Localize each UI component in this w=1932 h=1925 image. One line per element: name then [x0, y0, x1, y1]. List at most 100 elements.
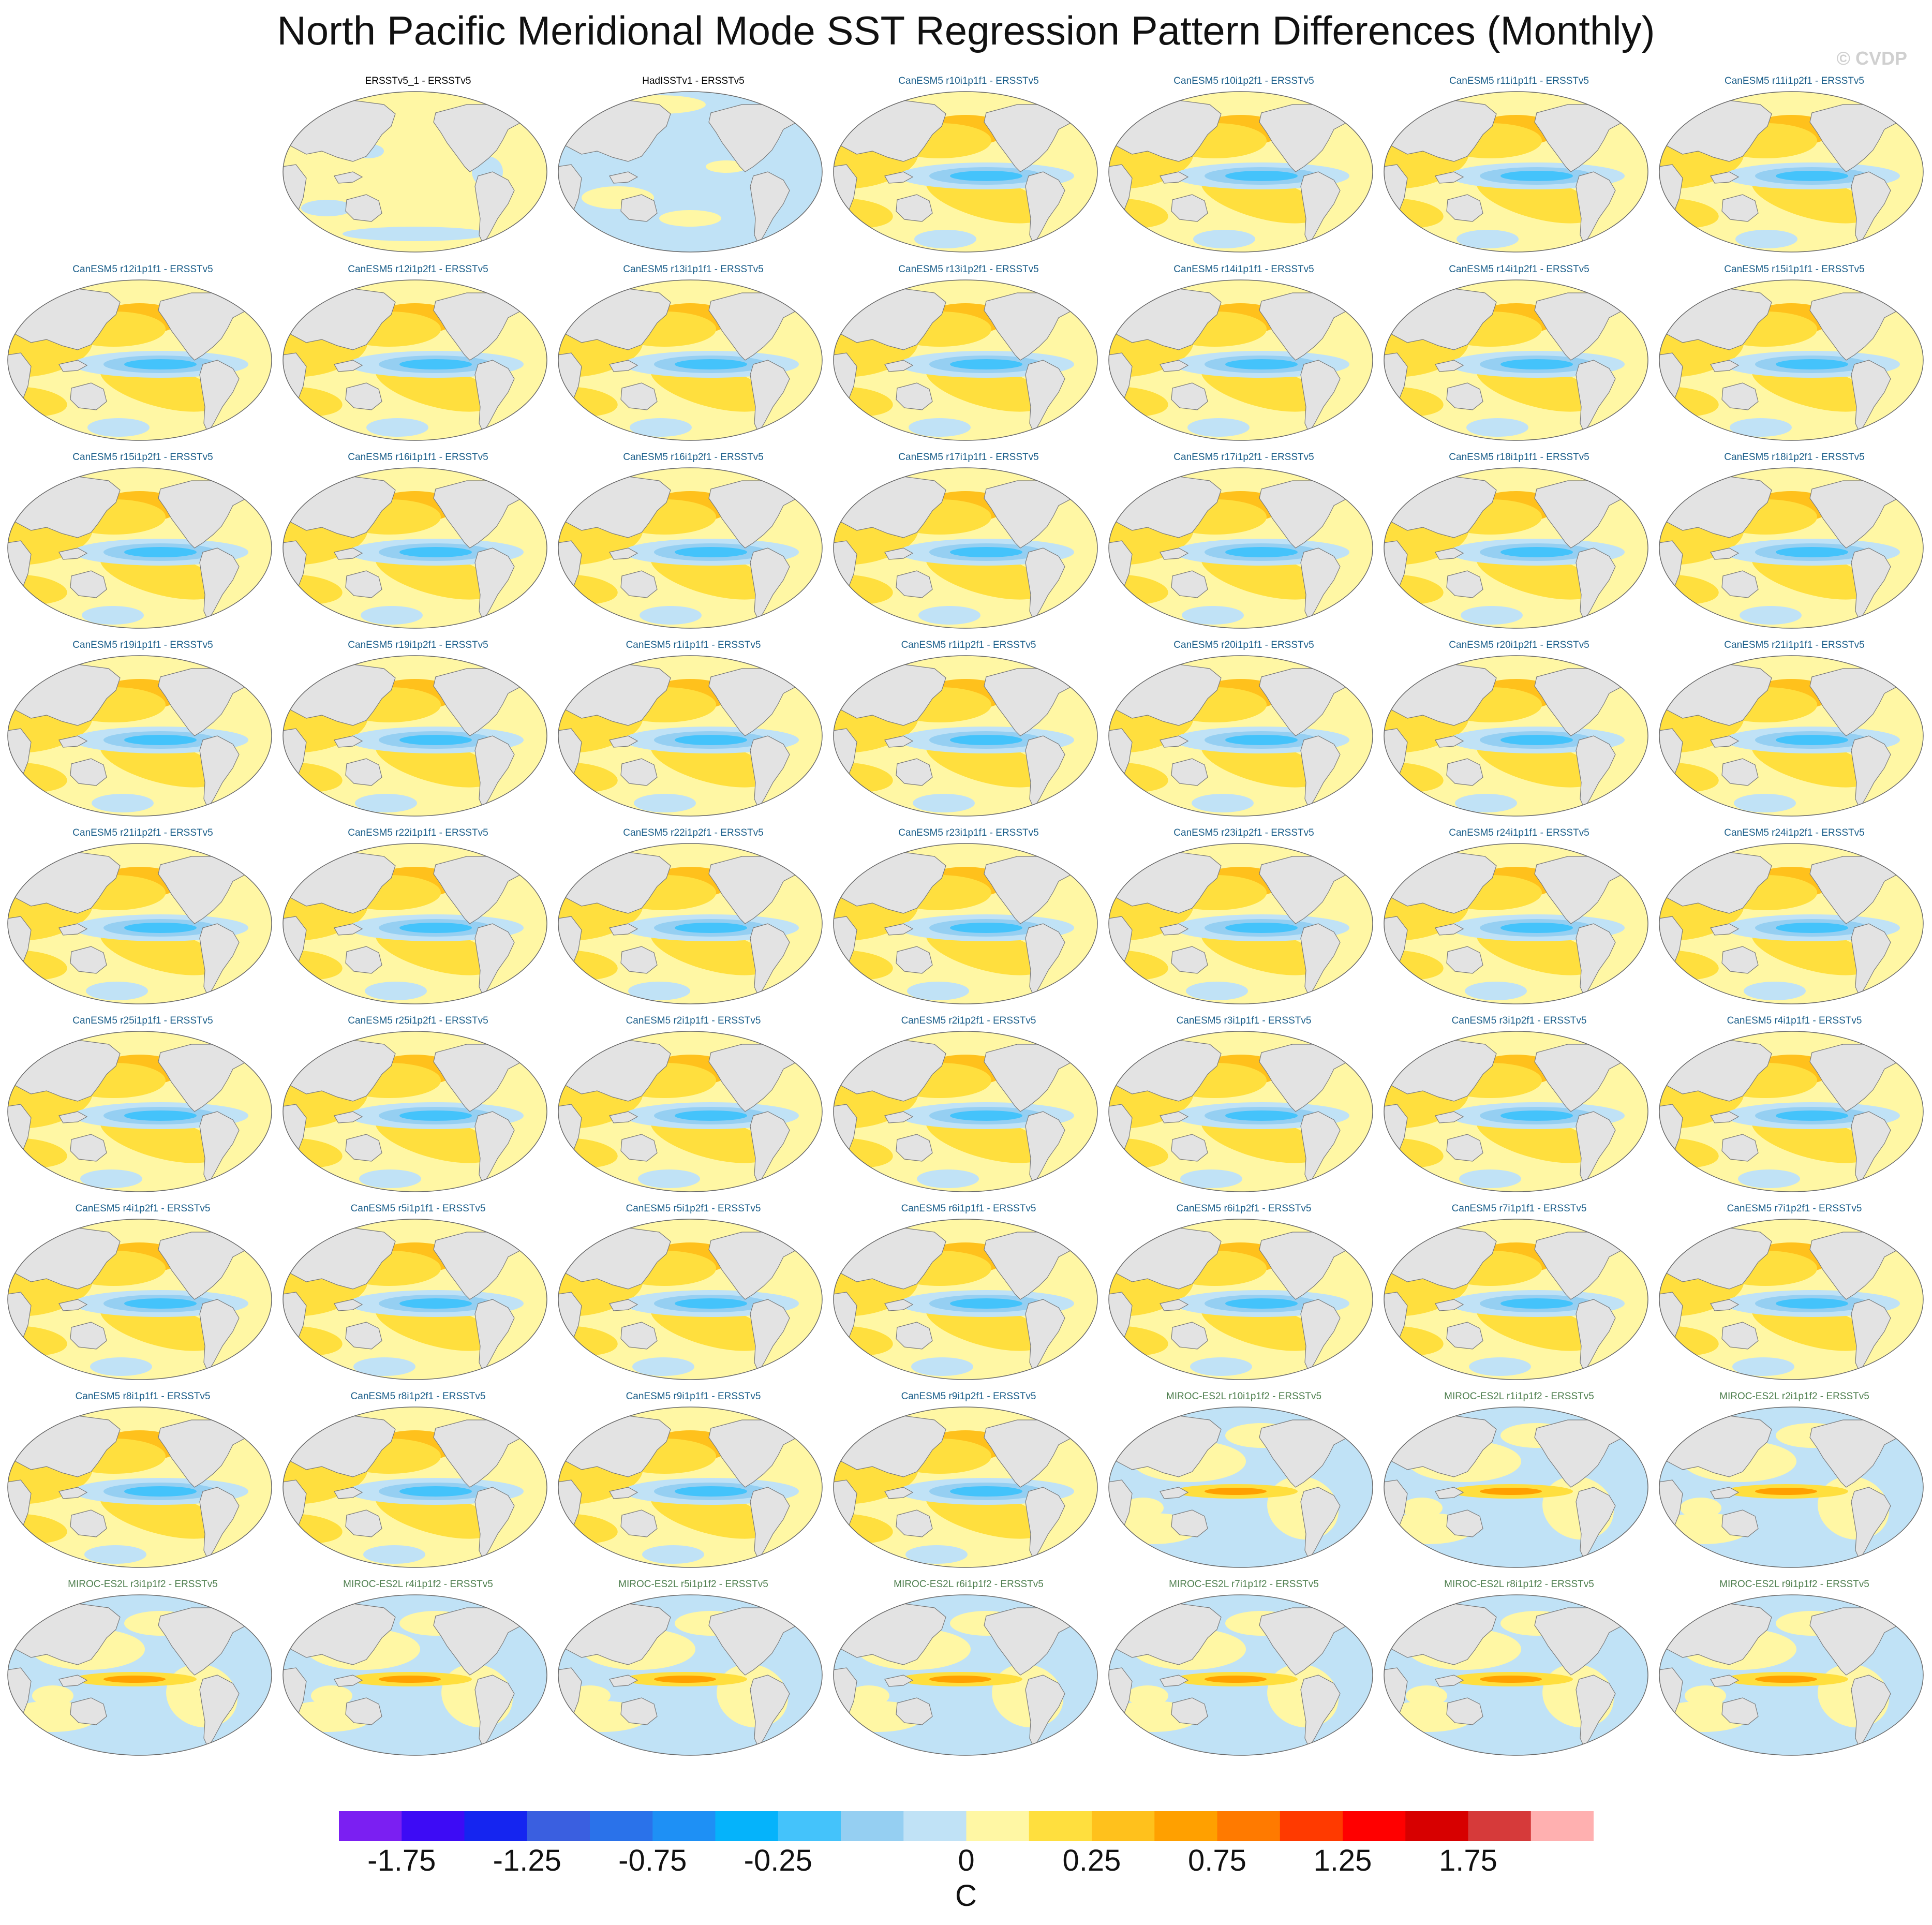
panel-title: CanESM5 r9i1p1f1 - ERSSTv5 — [626, 1391, 761, 1402]
land-mass — [1435, 1299, 1464, 1311]
anomaly-region — [1734, 794, 1796, 812]
anomaly-region — [124, 1298, 197, 1309]
sst-map — [833, 1031, 1098, 1192]
map-panel: CanESM5 r8i1p1f1 - ERSSTv5 — [5, 1391, 280, 1577]
map-panel: MIROC-ES2L r10i1p1f2 - ERSSTv5 — [1106, 1391, 1381, 1577]
land-mass — [1710, 171, 1740, 184]
land-mass — [1435, 171, 1464, 184]
panel-title: CanESM5 r25i1p2f1 - ERSSTv5 — [348, 1015, 488, 1026]
land-mass — [1109, 352, 1133, 414]
sst-map — [7, 843, 272, 1004]
anomaly-region — [379, 1676, 441, 1683]
colorbar — [339, 1811, 1594, 1841]
land-mass — [750, 547, 790, 621]
land-mass — [199, 1487, 240, 1561]
map-border — [1384, 1031, 1648, 1192]
land-mass — [834, 164, 857, 226]
land-mass — [1613, 848, 1641, 868]
anomaly-region — [1500, 547, 1573, 557]
panel-title: MIROC-ES2L r2i1p1f2 - ERSSTv5 — [1719, 1391, 1869, 1402]
map-border — [283, 1219, 547, 1380]
anomaly-region — [1459, 1169, 1521, 1188]
map-border — [7, 1031, 272, 1192]
colorbar-segment — [966, 1811, 1030, 1841]
anomaly-region — [363, 1545, 425, 1564]
map-panel: CanESM5 r9i1p1f1 - ERSSTv5 — [556, 1391, 831, 1577]
sst-map — [558, 1406, 823, 1568]
land-mass — [884, 735, 914, 748]
land-mass — [345, 1697, 382, 1725]
land-mass — [1109, 1104, 1133, 1165]
map-panel: CanESM5 r5i1p1f1 - ERSSTv5 — [280, 1203, 556, 1389]
map-border — [833, 1219, 1098, 1380]
land-mass — [474, 547, 515, 621]
sst-map — [558, 843, 823, 1004]
land-mass — [750, 735, 790, 809]
map-border — [283, 279, 547, 441]
anomaly-region — [634, 794, 696, 812]
anomaly-region — [848, 1685, 889, 1706]
anomaly-region — [675, 547, 747, 557]
panel-title: CanESM5 r15i1p2f1 - ERSSTv5 — [72, 452, 213, 463]
sst-map — [1108, 91, 1373, 253]
colorbar-tick-label: -1.25 — [493, 1844, 561, 1877]
sst-map — [558, 655, 823, 817]
anomaly-region — [1776, 1110, 1848, 1121]
anomaly-region — [654, 1676, 716, 1683]
map-panel: CanESM5 r10i1p2f1 - ERSSTv5 — [1106, 76, 1381, 262]
sst-map — [558, 91, 823, 253]
land-mass — [58, 923, 88, 936]
sst-map — [558, 1031, 823, 1192]
map-panel: CanESM5 r3i1p2f1 - ERSSTv5 — [1381, 1015, 1657, 1202]
anomaly-region — [632, 1357, 694, 1376]
anomaly-region — [32, 1685, 73, 1706]
land-mass — [1435, 1111, 1464, 1123]
land-mass — [787, 284, 815, 305]
sst-map — [7, 279, 272, 441]
map-panel: CanESM5 r8i1p2f1 - ERSSTv5 — [280, 1391, 556, 1577]
map-border — [7, 655, 272, 817]
land-mass — [1062, 1035, 1090, 1056]
anomaly-region — [1461, 606, 1523, 625]
land-mass — [1337, 1411, 1365, 1432]
map-panel: CanESM5 r16i1p1f1 - ERSSTv5 — [280, 452, 556, 638]
land-mass — [283, 916, 307, 978]
sst-map — [558, 1219, 823, 1380]
anomaly-region — [918, 606, 980, 625]
panel-title: CanESM5 r14i1p2f1 - ERSSTv5 — [1449, 264, 1589, 275]
anomaly-region — [1466, 418, 1528, 437]
land-mass — [1062, 96, 1090, 116]
land-mass — [620, 1697, 658, 1725]
land-mass — [884, 1299, 914, 1311]
land-mass — [1109, 1667, 1133, 1729]
land-mass — [1025, 1299, 1065, 1373]
land-mass — [474, 735, 515, 809]
watermark: © CVDP — [1836, 48, 1907, 69]
map-border — [1384, 655, 1648, 817]
sst-map — [558, 1594, 823, 1756]
sst-map — [7, 1219, 272, 1380]
land-mass — [1160, 735, 1189, 748]
panel-title: CanESM5 r9i1p2f1 - ERSSTv5 — [901, 1391, 1036, 1402]
land-mass — [345, 1322, 382, 1350]
land-mass — [1337, 1599, 1365, 1620]
anomaly-region — [82, 606, 144, 625]
panel-title: CanESM5 r4i1p2f1 - ERSSTv5 — [75, 1203, 211, 1214]
land-mass — [199, 1299, 240, 1373]
anomaly-region — [1500, 171, 1573, 181]
panel-title: CanESM5 r25i1p1f1 - ERSSTv5 — [72, 1015, 213, 1026]
map-border — [1384, 279, 1648, 441]
sst-map — [833, 1219, 1098, 1380]
land-mass — [1025, 1111, 1065, 1185]
land-mass — [1576, 735, 1616, 809]
land-mass — [1710, 547, 1740, 560]
map-panel: CanESM5 r21i1p1f1 - ERSSTv5 — [1657, 640, 1932, 826]
land-mass — [1171, 1134, 1208, 1162]
anomaly-region — [353, 1357, 415, 1376]
sst-map — [1659, 1219, 1924, 1380]
panel-title: CanESM5 r1i1p1f1 - ERSSTv5 — [626, 640, 761, 650]
map-panel: CanESM5 r1i1p1f1 - ERSSTv5 — [556, 640, 831, 826]
panel-title: CanESM5 r18i1p2f1 - ERSSTv5 — [1724, 452, 1865, 463]
anomaly-region — [1186, 982, 1248, 1000]
panel-title: CanESM5 r11i1p1f1 - ERSSTv5 — [1449, 76, 1589, 86]
